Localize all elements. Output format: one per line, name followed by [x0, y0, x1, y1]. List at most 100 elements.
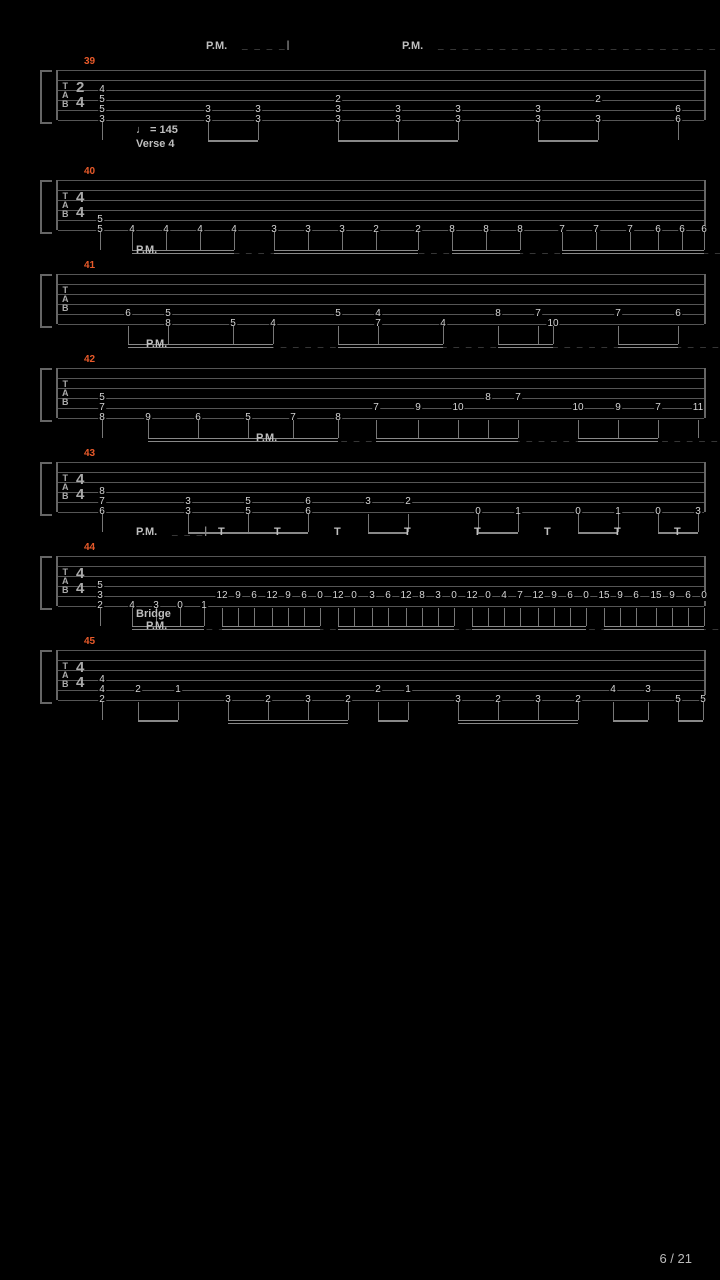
beam	[478, 532, 518, 534]
note-stem	[248, 514, 249, 532]
fret-number: 15	[597, 591, 610, 601]
measure-number: 44	[84, 542, 95, 553]
note-stem	[698, 514, 699, 532]
fret-number: 2	[594, 95, 602, 105]
beam	[678, 720, 703, 722]
measure-number: 39	[84, 56, 95, 67]
fret-number: 1	[174, 685, 182, 695]
note-stem	[102, 420, 103, 438]
beam	[458, 720, 578, 724]
technique-dashes: _ _ _ _ _ _ _ _ _ _ _ _ _ _ _ _ _ _ _ _ …	[292, 432, 720, 443]
tab-clef: TAB	[62, 662, 69, 689]
staff-line	[58, 220, 704, 221]
fret-number: 5	[334, 309, 342, 319]
staff-line	[58, 398, 704, 399]
fret-number: 7	[654, 403, 662, 413]
technique-marking: T	[274, 526, 281, 538]
staff-line	[58, 100, 704, 101]
note-stem	[408, 702, 409, 720]
measure: BridgeP.M._ _ _ _ _ _ _ _ _ _ _ _ _ _ _ …	[56, 650, 706, 700]
measure-number: 41	[84, 260, 95, 271]
beam	[368, 532, 408, 534]
note-stem	[258, 122, 259, 140]
staff-line	[58, 482, 704, 483]
fret-number: 2	[374, 685, 382, 695]
note-stem	[208, 122, 209, 140]
measure: P.M._ _ _ _ _ _ _ _ _ _ _ _ _ _ _ _ _ _ …	[56, 274, 706, 324]
note-stem	[518, 514, 519, 532]
note-stem	[228, 702, 229, 720]
note-stem	[180, 608, 181, 626]
fret-number: 8	[418, 591, 426, 601]
fret-number: 12	[399, 591, 412, 601]
fret-number: 6	[250, 591, 258, 601]
measure: P.M._ _ _ _|P.M._ _ _ _ _ _ _ _ _ _ _ _ …	[56, 70, 706, 120]
section-label: Bridge	[136, 608, 171, 620]
tab-staff: TAB4453243011296129601203612830120471296…	[56, 556, 706, 606]
technique-marking: T	[544, 526, 551, 538]
note-stem	[538, 122, 539, 140]
fret-number: 7	[516, 591, 524, 601]
technique-marking: P.M.	[402, 40, 423, 52]
staff-line	[58, 368, 704, 369]
note-stem	[703, 702, 704, 720]
staff-line	[58, 304, 704, 305]
note-stem	[248, 420, 249, 438]
note-stem	[308, 514, 309, 532]
staff-line	[58, 472, 704, 473]
fret-number: 0	[450, 591, 458, 601]
technique-dashes: _ _ _ _ _ _ _ _ _ _ _ _ _ _ _ _ _ _ _ _ …	[438, 40, 720, 51]
measure-number: 40	[84, 166, 95, 177]
note-stem	[132, 608, 133, 626]
fret-number: 7	[534, 309, 542, 319]
fret-number: 0	[350, 591, 358, 601]
fret-number: 4	[500, 591, 508, 601]
staff-line	[58, 190, 704, 191]
staff-line	[58, 294, 704, 295]
tab-page: P.M._ _ _ _|P.M._ _ _ _ _ _ _ _ _ _ _ _ …	[0, 0, 720, 1280]
note-stem	[398, 122, 399, 140]
technique-marking: P.M.	[256, 432, 277, 444]
tab-clef: TAB	[62, 82, 69, 109]
beam	[578, 532, 618, 534]
fret-number: 8	[494, 309, 502, 319]
note-stem	[348, 702, 349, 720]
tab-staff: TAB444422132322132324355	[56, 650, 706, 700]
fret-number: 12	[331, 591, 344, 601]
technique-marking: P.M.	[206, 40, 227, 52]
tab-clef: TAB	[62, 474, 69, 501]
note-stem	[100, 232, 101, 250]
time-signature: 44	[76, 566, 84, 596]
section-label: Verse 4	[136, 138, 175, 150]
staff-line	[58, 492, 704, 493]
fret-number: 12	[465, 591, 478, 601]
note-stem	[498, 702, 499, 720]
note-stem	[198, 420, 199, 438]
beam	[613, 720, 648, 722]
staff-line	[58, 556, 704, 557]
beam	[378, 720, 408, 722]
technique-marking: P.M.	[136, 244, 157, 256]
note-stem	[678, 122, 679, 140]
staff-line	[58, 462, 704, 463]
fret-number: 3	[434, 591, 442, 601]
tab-staff: TAB4487633556632010103	[56, 462, 706, 512]
note-stem	[368, 514, 369, 532]
tab-clef: TAB	[62, 192, 69, 219]
fret-number: 7	[514, 393, 522, 403]
technique-dashes: _ _ _ _|	[242, 40, 291, 51]
system-bracket	[40, 650, 52, 704]
staff-line	[58, 230, 704, 231]
staff-line	[58, 120, 704, 121]
fret-number: 0	[582, 591, 590, 601]
staff-line	[58, 566, 704, 567]
measure-number: 43	[84, 448, 95, 459]
fret-number: 4	[609, 685, 617, 695]
system-bracket	[40, 180, 52, 234]
staff-line	[58, 388, 704, 389]
system-bracket	[40, 70, 52, 124]
tab-clef: TAB	[62, 380, 69, 407]
note-stem	[138, 702, 139, 720]
note-stem	[378, 702, 379, 720]
staff-line	[58, 700, 704, 701]
